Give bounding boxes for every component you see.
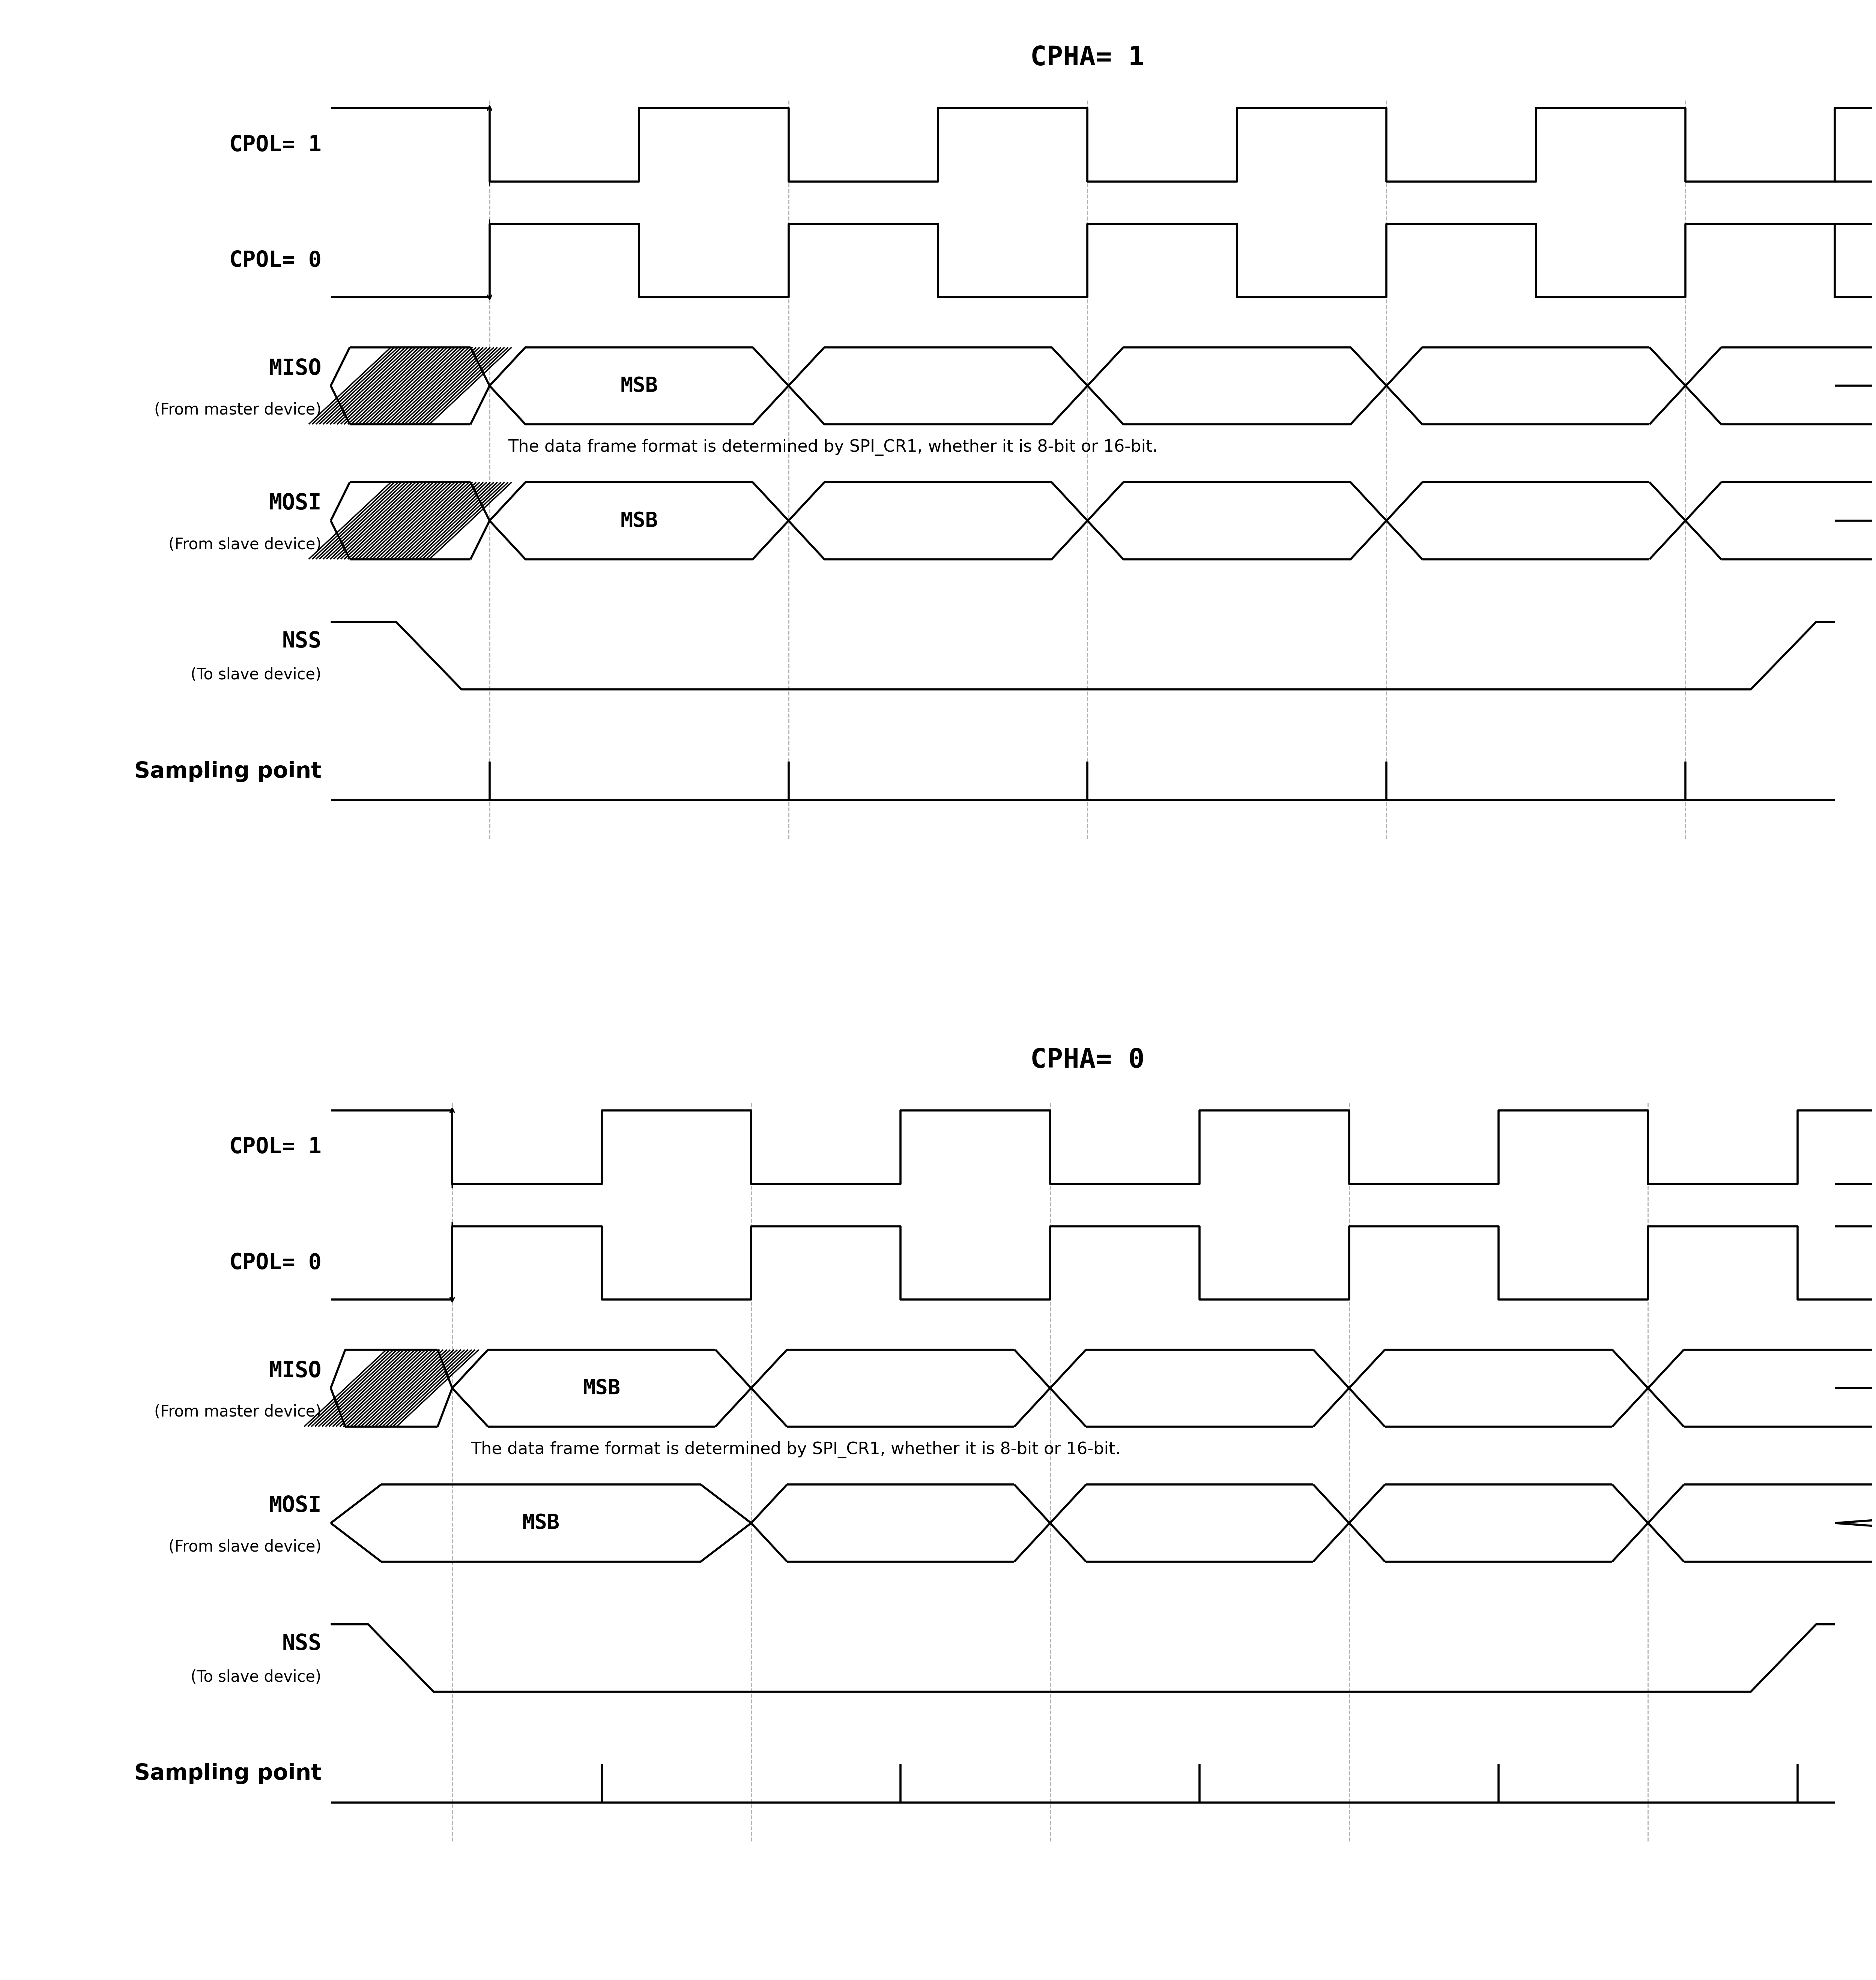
Text: Sampling point: Sampling point [135,760,321,782]
Text: (To slave device): (To slave device) [191,667,321,683]
Text: CPHA= 1: CPHA= 1 [1030,46,1144,71]
Text: CPOL= 1: CPOL= 1 [229,1137,321,1158]
Text: CPHA= 0: CPHA= 0 [1030,1047,1144,1073]
Text: MISO: MISO [268,358,321,378]
Text: (To slave device): (To slave device) [191,1669,321,1685]
Text: (From master device): (From master device) [154,1404,321,1420]
Text: CPOL= 1: CPOL= 1 [229,135,321,156]
Text: MOSI: MOSI [268,1495,321,1517]
Text: (From slave device): (From slave device) [169,537,321,552]
Text: CPOL= 0: CPOL= 0 [229,1251,321,1273]
Text: NSS: NSS [281,1634,321,1653]
Text: MSB: MSB [583,1378,621,1398]
Text: CPOL= 0: CPOL= 0 [229,249,321,271]
Text: Sampling point: Sampling point [135,1762,321,1784]
Text: MOSI: MOSI [268,493,321,515]
Text: (From slave device): (From slave device) [169,1538,321,1554]
Text: (From master device): (From master device) [154,402,321,418]
Text: The data frame format is determined by SPI_CR1, whether it is 8-bit or 16-bit.: The data frame format is determined by S… [508,440,1157,455]
Text: MISO: MISO [268,1360,321,1382]
Text: NSS: NSS [281,630,321,651]
Text: MSB: MSB [522,1513,559,1533]
Text: MSB: MSB [621,376,658,396]
Text: MSB: MSB [621,511,658,531]
Text: The data frame format is determined by SPI_CR1, whether it is 8-bit or 16-bit.: The data frame format is determined by S… [471,1441,1120,1457]
